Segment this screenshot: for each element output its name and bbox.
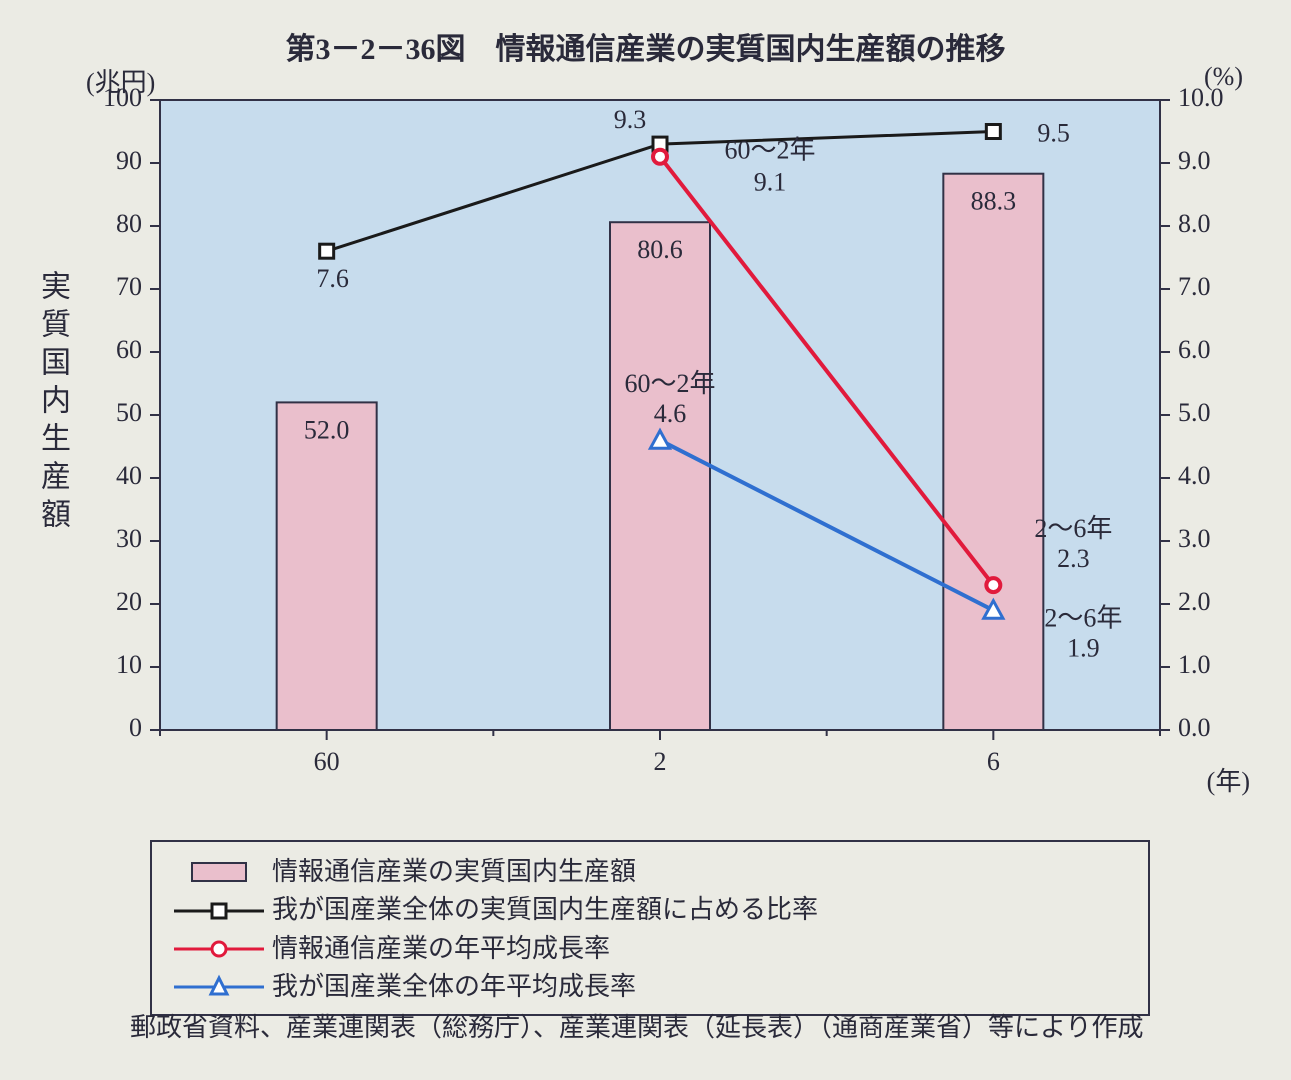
svg-text:52.0: 52.0 <box>304 415 350 444</box>
svg-text:8.0: 8.0 <box>1178 209 1211 238</box>
chart-area: 実質国内生産額 (年) 0 10 20 30 40 50 60 70 80 90 100 0.0 1.0… <box>30 60 1260 800</box>
svg-text:10.0: 10.0 <box>1178 83 1224 112</box>
svg-text:9.5: 9.5 <box>1037 118 1070 147</box>
svg-text:4.0: 4.0 <box>1178 461 1211 490</box>
svg-text:10: 10 <box>116 650 142 679</box>
legend-label: 我が国産業全体の年平均成長率 <box>272 969 636 1005</box>
svg-text:2.0: 2.0 <box>1178 587 1211 616</box>
legend-item: 我が国産業全体の年平均成長率 <box>170 969 1130 1005</box>
svg-text:6: 6 <box>987 747 1000 776</box>
svg-text:70: 70 <box>116 272 142 301</box>
svg-text:1.9: 1.9 <box>1067 633 1100 662</box>
y-left-axis-label: 実質国内生産額 <box>30 270 74 536</box>
svg-text:9.0: 9.0 <box>1178 146 1211 175</box>
svg-text:40: 40 <box>116 461 142 490</box>
svg-text:60: 60 <box>314 747 340 776</box>
source-note: 郵政省資料、産業連関表（総務庁）、産業連関表（延長表）（通商産業省）等により作成 <box>130 1010 1210 1045</box>
svg-text:3.0: 3.0 <box>1178 524 1211 553</box>
legend-swatch-icon <box>170 934 268 964</box>
svg-text:7.6: 7.6 <box>316 264 349 293</box>
svg-text:1.0: 1.0 <box>1178 650 1211 679</box>
svg-text:20: 20 <box>116 587 142 616</box>
svg-text:80.6: 80.6 <box>637 235 683 264</box>
svg-text:4.6: 4.6 <box>654 399 687 428</box>
svg-text:50: 50 <box>116 398 142 427</box>
svg-text:0: 0 <box>129 713 142 742</box>
svg-text:9.3: 9.3 <box>614 105 647 134</box>
svg-text:2: 2 <box>654 747 667 776</box>
svg-text:60～2年: 60～2年 <box>724 136 815 165</box>
chart-svg: 0 10 20 30 40 50 60 70 80 90 100 0.0 1.0 2.0 3.0 4.0 5.0… <box>30 60 1260 800</box>
svg-text:2.3: 2.3 <box>1057 544 1090 573</box>
svg-text:2～6年: 2～6年 <box>1034 514 1112 543</box>
legend-item: 情報通信産業の年平均成長率 <box>170 931 1130 967</box>
svg-text:80: 80 <box>116 209 142 238</box>
legend-item: 情報通信産業の実質国内生産額 <box>170 854 1130 890</box>
legend-label: 我が国産業全体の実質国内生産額に占める比率 <box>272 892 818 928</box>
svg-text:9.1: 9.1 <box>754 168 787 197</box>
svg-text:100: 100 <box>103 83 142 112</box>
legend-item: 我が国産業全体の実質国内生産額に占める比率 <box>170 892 1130 928</box>
svg-text:60～2年: 60～2年 <box>624 369 715 398</box>
svg-text:7.0: 7.0 <box>1178 272 1211 301</box>
svg-text:30: 30 <box>116 524 142 553</box>
page: 第3－2－36図 情報通信産業の実質国内生産額の推移 (兆円) (%) 実質国内… <box>0 0 1291 1080</box>
legend-label: 情報通信産業の実質国内生産額 <box>272 854 636 890</box>
svg-text:90: 90 <box>116 146 142 175</box>
legend-swatch-icon <box>170 972 268 1002</box>
svg-text:0.0: 0.0 <box>1178 713 1211 742</box>
svg-text:5.0: 5.0 <box>1178 398 1211 427</box>
svg-text:60: 60 <box>116 335 142 364</box>
x-axis-unit: (年) <box>1207 761 1250 798</box>
legend: 情報通信産業の実質国内生産額我が国産業全体の実質国内生産額に占める比率情報通信産… <box>150 840 1150 1016</box>
svg-text:6.0: 6.0 <box>1178 335 1211 364</box>
legend-label: 情報通信産業の年平均成長率 <box>272 931 610 967</box>
legend-swatch-icon <box>170 896 268 926</box>
svg-text:88.3: 88.3 <box>971 187 1017 216</box>
legend-swatch-icon <box>170 857 268 887</box>
svg-text:2～6年: 2～6年 <box>1044 603 1122 632</box>
